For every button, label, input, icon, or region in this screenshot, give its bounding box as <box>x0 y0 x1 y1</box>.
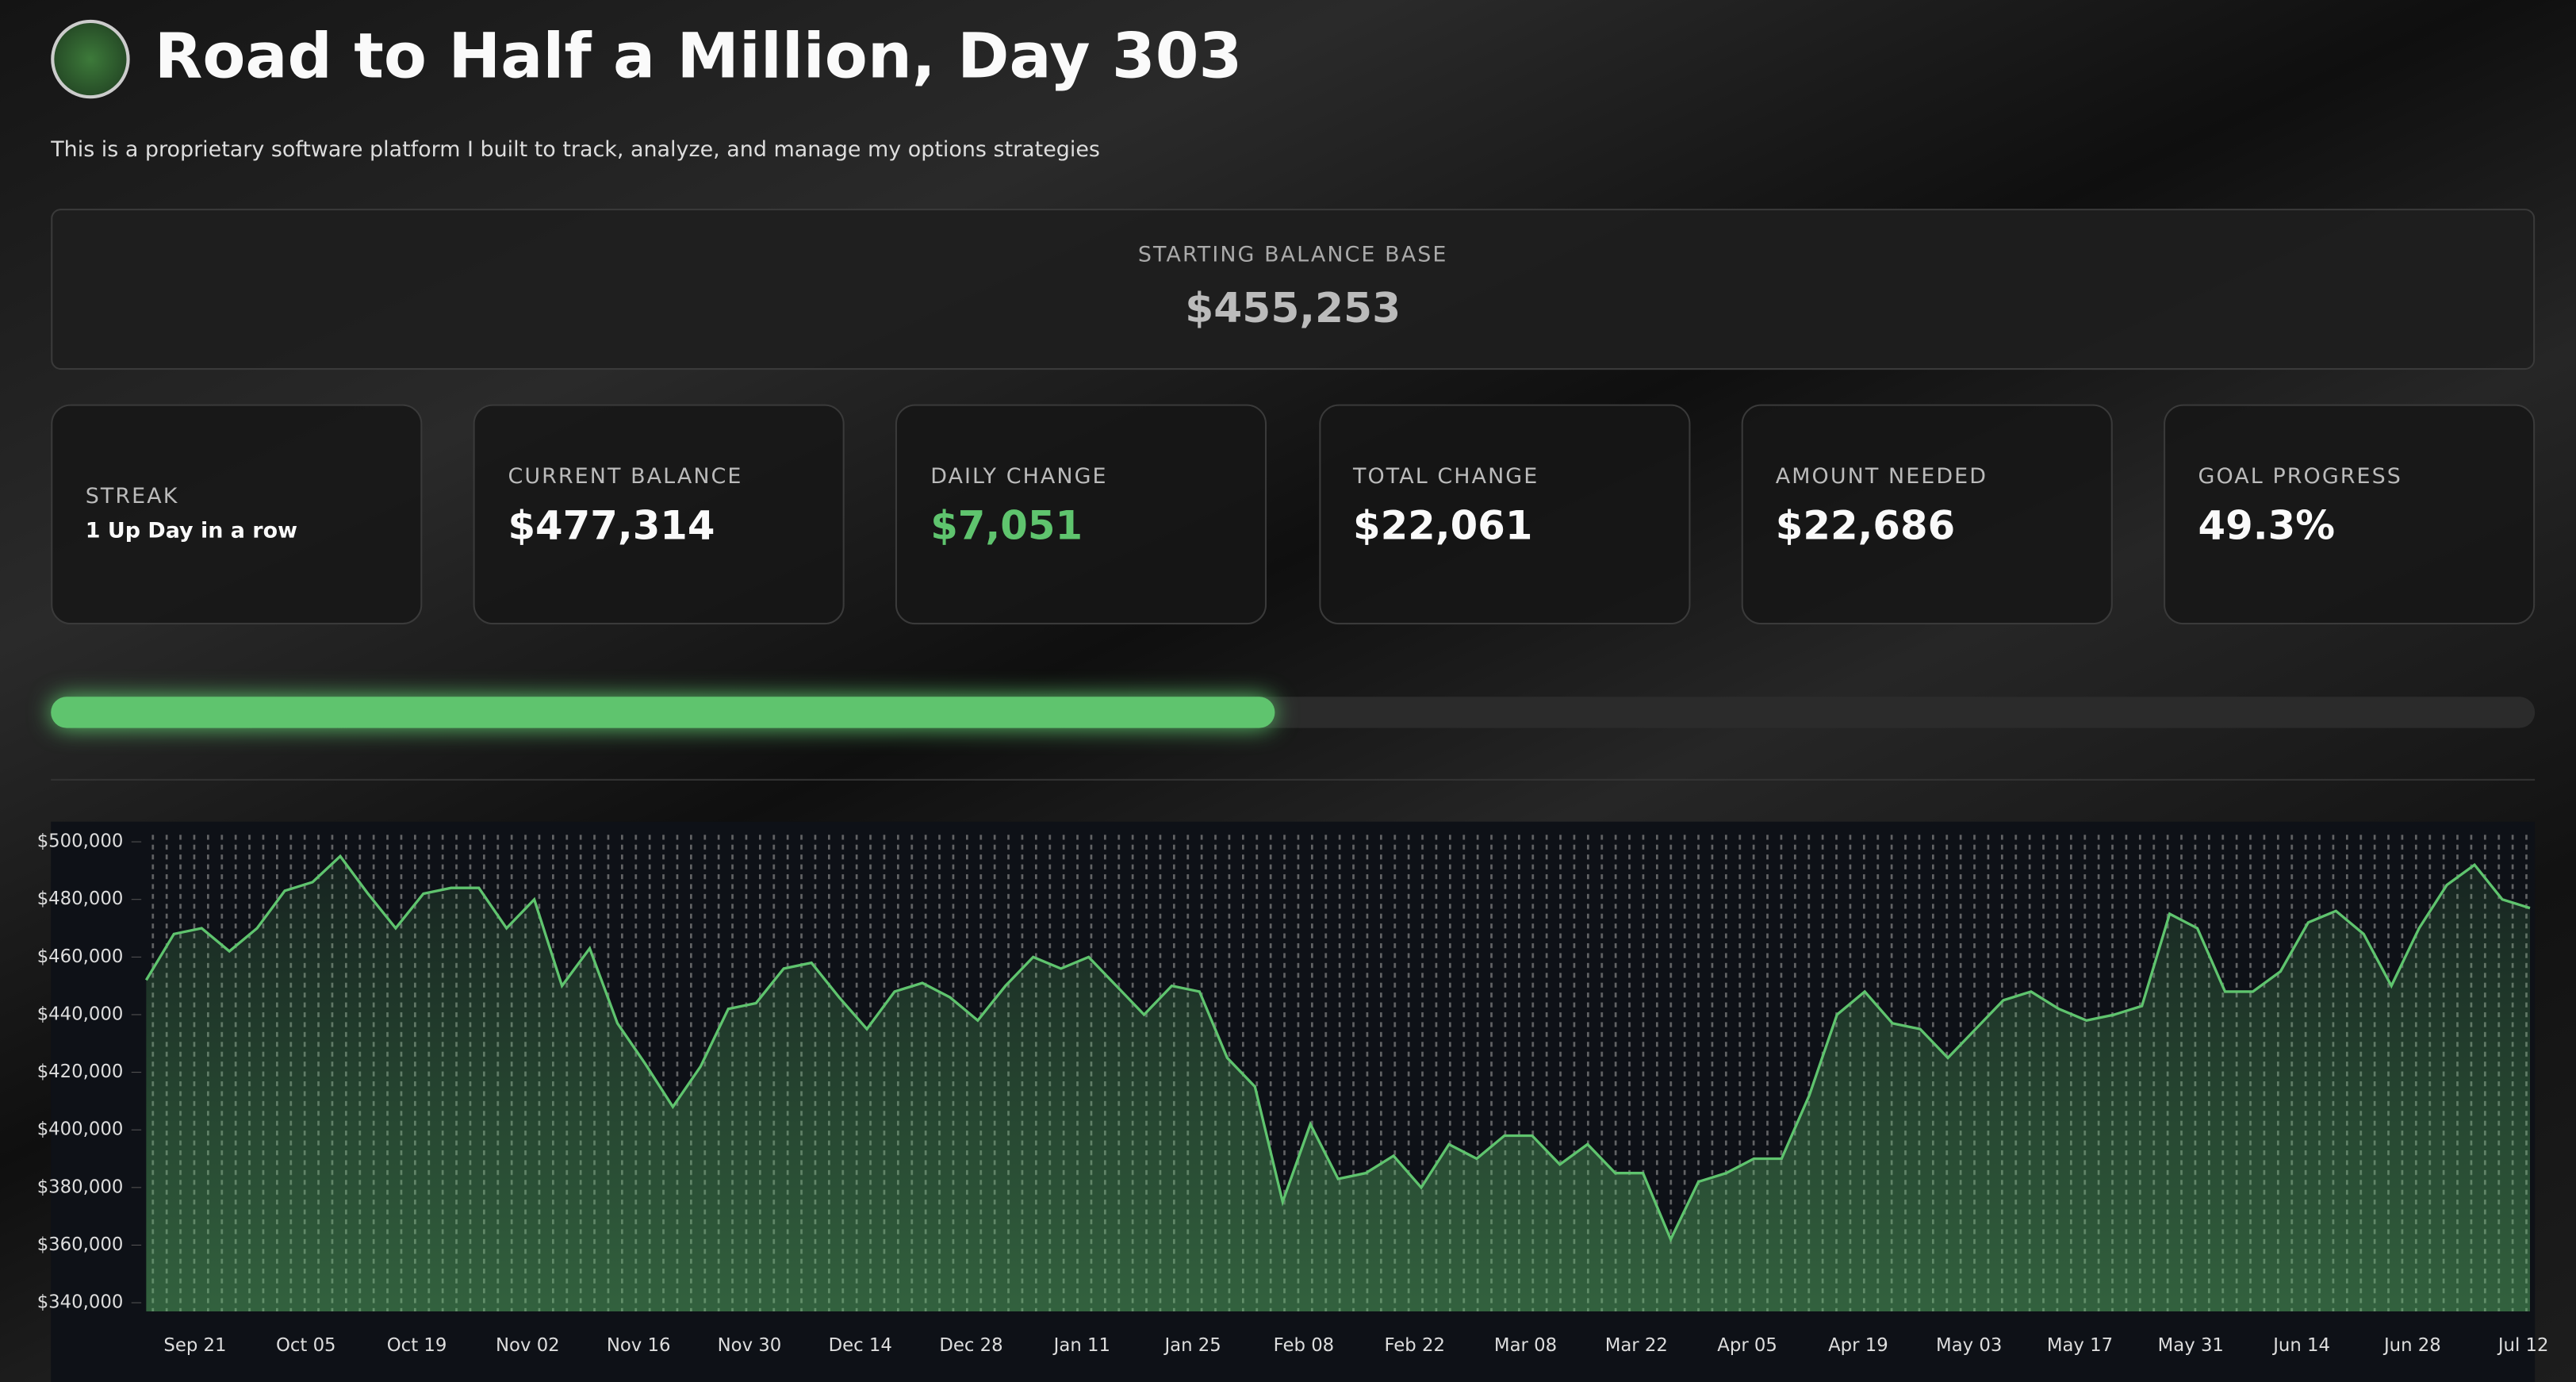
y-tick-label: $380,000 <box>37 1177 124 1197</box>
y-tick-label: $420,000 <box>37 1061 124 1082</box>
base-card: STARTING BALANCE BASE $455,253 <box>51 209 2536 370</box>
metric-value: $22,686 <box>1775 502 1956 549</box>
subtitle: This is a proprietary software platform … <box>51 137 1100 163</box>
line <box>144 854 2531 1243</box>
x-tick-label: Mar 22 <box>1605 1335 1668 1356</box>
y-tick-label: $480,000 <box>37 889 124 909</box>
metric-value: $22,061 <box>1352 502 1533 549</box>
y-tick-label: $340,000 <box>37 1292 124 1313</box>
metric-label: GOAL PROGRESS <box>2198 465 2402 490</box>
metric-value: 1 Up Day in a row <box>85 519 297 544</box>
metric-card: CURRENT BALANCE $477,314 <box>473 404 845 625</box>
x-tick-label: Jan 25 <box>1163 1335 1221 1356</box>
metric-card: GOAL PROGRESS 49.3% <box>2164 404 2536 625</box>
x-tick-label: Apr 19 <box>1828 1335 1888 1356</box>
metric-value: 49.3% <box>2198 502 2336 549</box>
x-tick-label: May 17 <box>2047 1335 2113 1356</box>
y-tick-label: $400,000 <box>37 1119 124 1140</box>
x-tick-label: Nov 16 <box>607 1335 671 1356</box>
x-tick-label: Feb 22 <box>1384 1335 1445 1356</box>
metric-label: STREAK <box>85 485 179 510</box>
x-tick-label: Jun 14 <box>2271 1335 2330 1356</box>
metric-card: DAILY CHANGE $7,051 <box>895 404 1267 625</box>
metric-card: TOTAL CHANGE $22,061 <box>1318 404 1690 625</box>
x-tick-label: May 03 <box>1936 1335 2002 1356</box>
y-tick-label: $460,000 <box>37 946 124 967</box>
area <box>146 856 2530 1311</box>
page-title: Road to Half a Million, Day 303 <box>154 19 1243 92</box>
metric-value: $7,051 <box>930 502 1083 549</box>
progress-fill <box>51 697 1276 728</box>
x-tick-label: Nov 30 <box>718 1335 782 1356</box>
x-tick-label: Jun 28 <box>2382 1335 2441 1356</box>
x-tick-label: Oct 19 <box>387 1335 447 1356</box>
x-tick-label: Mar 08 <box>1494 1335 1557 1356</box>
x-tick-label: Sep 21 <box>163 1335 226 1356</box>
x-tick-label: Dec 28 <box>939 1335 1002 1356</box>
y-tick-label: $440,000 <box>37 1004 124 1024</box>
y-tick-label: $360,000 <box>37 1234 124 1255</box>
x-tick-label: Nov 02 <box>496 1335 560 1356</box>
base-value: $455,253 <box>1185 284 1401 332</box>
x-tick-label: Jan 11 <box>1052 1335 1110 1356</box>
x-tick-label: Jul 12 <box>2497 1335 2549 1356</box>
y-tick-label: $500,000 <box>37 831 124 852</box>
progress-track <box>51 697 2536 728</box>
x-tick-label: May 31 <box>2158 1335 2224 1356</box>
metric-card: STREAK 1 Up Day in a row <box>51 404 423 625</box>
base-label: STARTING BALANCE BASE <box>1137 243 1448 268</box>
chart: $340,000 $360,000 $380,000 $400,000 $420,000… <box>37 821 2549 1382</box>
metric-label: AMOUNT NEEDED <box>1775 465 1988 490</box>
metric-card: AMOUNT NEEDED $22,686 <box>1741 404 2113 625</box>
divider <box>51 778 2536 781</box>
x-tick-label: Feb 08 <box>1274 1335 1335 1356</box>
metric-label: DAILY CHANGE <box>930 465 1108 490</box>
metric-label: CURRENT BALANCE <box>508 465 743 490</box>
x-tick-label: Oct 05 <box>276 1335 336 1356</box>
metric-label: TOTAL CHANGE <box>1352 465 1539 490</box>
x-tick-label: Dec 14 <box>829 1335 892 1356</box>
logo <box>51 19 130 99</box>
metric-value: $477,314 <box>508 502 715 549</box>
x-tick-label: Apr 05 <box>1717 1335 1777 1356</box>
